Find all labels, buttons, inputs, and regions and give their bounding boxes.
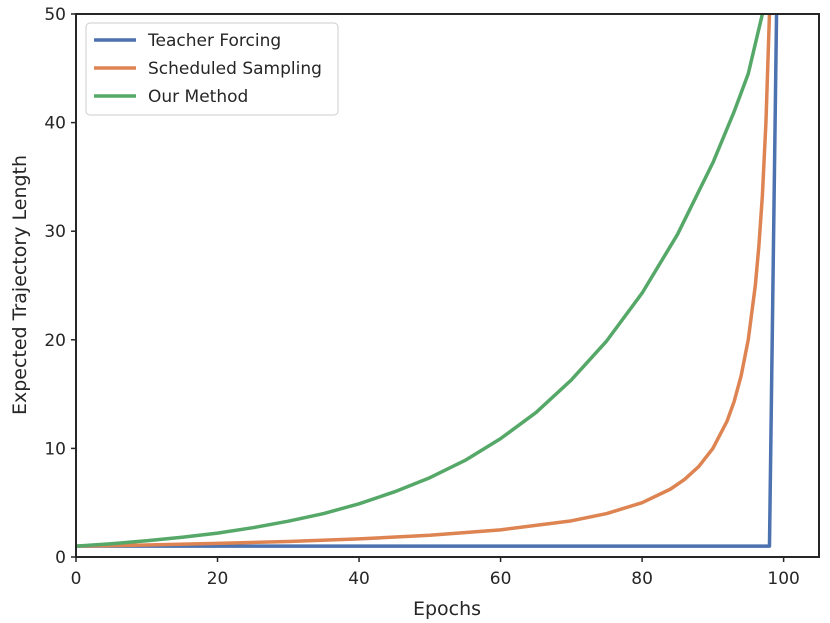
x-tick-label: 0 [71,569,82,589]
x-tick-label: 80 [631,569,653,589]
legend-box [85,22,339,116]
legend-entry-teacher-forcing: Teacher Forcing [147,31,281,51]
x-tick-label: 40 [348,569,370,589]
legend-entry-scheduled-sampling: Scheduled Sampling [148,59,322,79]
x-tick-label: 20 [207,569,229,589]
plot-frame [75,13,820,558]
series-line-scheduled-sampling [76,14,772,548]
y-tick-label: 50 [44,5,66,25]
y-tick-label: 10 [44,439,66,459]
x-tick-label: 100 [767,569,799,589]
x-axis-label: Epochs [413,598,481,620]
series-line-teacher-forcing [76,14,779,548]
y-tick-label: 40 [44,114,66,134]
series-line-our-method [76,14,765,548]
x-tick-label: 60 [490,569,512,589]
y-axis-label: Expected Trajectory Length [9,155,31,415]
legend-entry-our-method: Our Method [148,87,248,107]
y-tick-label: 30 [44,222,66,242]
legend: Teacher Forcing Scheduled Sampling Our M… [85,22,339,116]
x-axis-ticks: 0 20 40 60 80 100 [71,557,800,589]
y-axis-ticks: 0 10 20 30 40 50 [44,5,76,568]
y-tick-label: 0 [55,548,66,568]
series-layer [76,14,779,548]
y-tick-label: 20 [44,331,66,351]
